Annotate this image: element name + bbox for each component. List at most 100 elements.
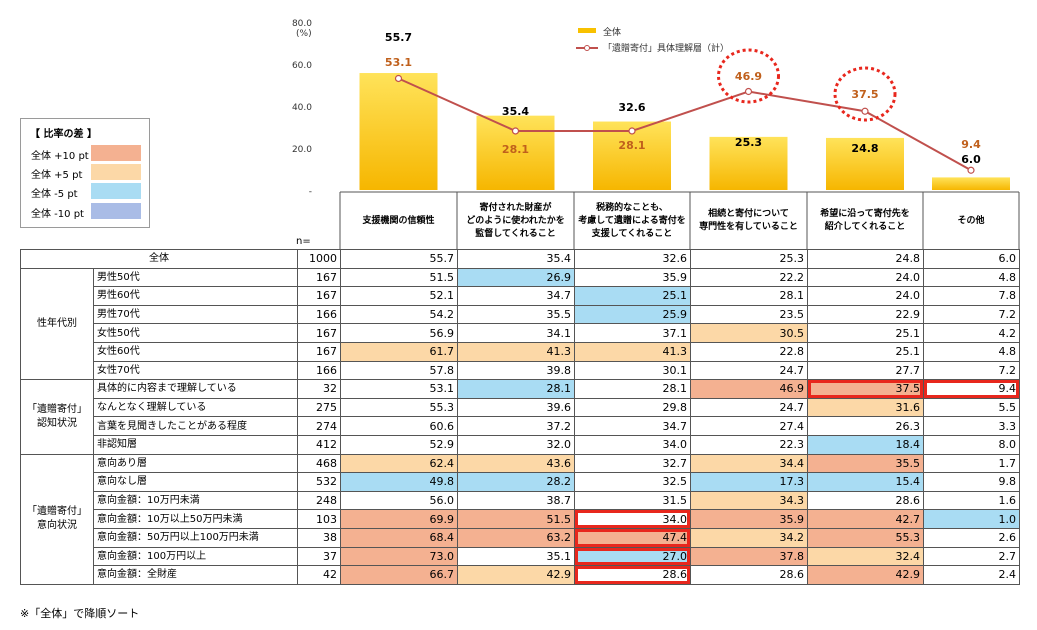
line-value-label: 9.4: [961, 138, 981, 151]
table-cell: 51.5: [340, 267, 458, 288]
table-cell: 30.5: [690, 323, 808, 343]
bar: [826, 137, 904, 190]
row-n: 167: [297, 341, 341, 362]
table-cell: 22.9: [807, 304, 924, 325]
table-cell: 35.9: [690, 509, 808, 529]
bar: [359, 73, 438, 190]
table-cell: 55.3: [340, 397, 458, 418]
table-cell: 7.2: [923, 304, 1020, 325]
row-n: 32: [297, 379, 341, 399]
table-cell: 35.1: [457, 546, 575, 567]
table-cell: 68.4: [340, 527, 458, 548]
row-n: 42: [297, 565, 341, 585]
table-cell: 28.1: [457, 379, 575, 399]
table-cell: 38.7: [457, 490, 575, 511]
row-n: 103: [297, 509, 341, 529]
table-cell: 32.6: [574, 249, 691, 269]
row-group-line: 意向状況: [37, 520, 77, 532]
bar-value-label: 35.4: [502, 105, 529, 118]
column-header-line: どのように使われたかを: [466, 215, 565, 226]
y-axis-label: (%): [296, 29, 312, 39]
table-cell: 53.1: [340, 379, 458, 399]
table-cell: 1.6: [923, 490, 1020, 511]
row-group-label: 性年代別: [20, 267, 94, 381]
y-tick-label: 60.0: [292, 61, 312, 71]
chart-area: 80.0 60.0 40.0 20.0 - (%) 55.7 35.4 32.6 25.3 24.8…: [292, 19, 1020, 250]
table-cell: 22.8: [690, 341, 808, 362]
row-group-line: 性年代別: [37, 317, 77, 329]
table-cell: 66.7: [340, 565, 458, 585]
table-row: 「遺贈寄付」 認知状況 具体的に内容まで理解している 32 53.1 28.1 28.1 46…: [20, 379, 1020, 455]
table-cell: 63.2: [457, 527, 575, 548]
table-cell: 4.8: [923, 341, 1020, 362]
table-cell: 7.8: [923, 286, 1020, 306]
row-label: 全体: [20, 249, 298, 269]
column-header-line: 監督してくれること: [475, 228, 556, 239]
table-cell: 47.4: [574, 527, 691, 548]
table-cell: 69.9: [340, 509, 458, 529]
row-group-line: 「遺贈寄付」: [27, 403, 87, 415]
bar: [709, 136, 788, 190]
line-point: [967, 166, 975, 174]
table-cell: 34.4: [690, 453, 808, 474]
column-header-line: 考慮して遺贈による寄付を: [578, 215, 686, 226]
row-label: 意向金額：50万円以上100万円未満: [93, 527, 298, 548]
table-cell: 27.0: [574, 546, 691, 567]
table-cell: 41.3: [574, 341, 691, 362]
series-line: [398, 77, 972, 172]
row-label: 意向あり層: [93, 453, 298, 474]
table-cell: 32.5: [574, 472, 691, 492]
table-cell: 3.3: [923, 416, 1020, 436]
row-group-label: 「遺贈寄付」 意向状況: [20, 453, 94, 585]
row-n: 167: [297, 286, 341, 306]
legend-item-label: 全体 -10 pt: [31, 209, 84, 220]
table-cell: 56.9: [340, 323, 458, 343]
column-header-line: 紹介してくれること: [824, 222, 906, 232]
row-label: 女性50代: [93, 323, 298, 343]
table-cell: 28.1: [574, 379, 691, 399]
table-cell: 7.2: [923, 360, 1020, 381]
table-cell: 32.7: [574, 453, 691, 474]
table-cell: 1.0: [923, 509, 1020, 529]
table-cell: 26.3: [807, 416, 924, 436]
y-tick-label: 80.0: [292, 19, 312, 29]
line-point: [394, 74, 403, 83]
row-label: 意向金額：10万円未満: [93, 490, 298, 511]
table-cell: 42.9: [457, 565, 575, 585]
table-cell: 2.6: [923, 527, 1020, 548]
bar-value-label: 32.6: [618, 101, 645, 114]
bar-value-label: 25.3: [735, 136, 762, 149]
legend-swatch: [91, 145, 141, 161]
column-header: 相続と寄付について 専門性を有していること: [690, 197, 807, 245]
table-row: 性年代別 男性50代 167 51.5 26.9 35.9 22.2 24.0 4.8: [20, 267, 1020, 381]
table-cell: 27.4: [690, 416, 808, 436]
table-cell: 37.5: [807, 379, 924, 399]
table-cell: 37.2: [457, 416, 575, 436]
table-cell: 5.5: [923, 397, 1020, 418]
row-label: 言葉を見聞きしたことがある程度: [93, 416, 298, 436]
legend-line-marker: [584, 45, 590, 51]
table-cell: 55.3: [807, 527, 924, 548]
table-cell: 23.5: [690, 304, 808, 325]
legend-item-minus10: 全体 -10 pt: [31, 203, 141, 220]
table-row: 女性70代 166 57.8 39.8 30.1 24.7 27.7 7.2: [21, 360, 1020, 381]
table-cell: 55.7: [340, 249, 458, 269]
table-row: 意向金額：50万円以上100万円未満 38 68.4 63.2 47.4 34.2 55.3…: [21, 527, 1020, 548]
row-label: 意向金額：10万以上50万円未満: [93, 509, 298, 529]
column-header-line: 支援機関の信頼性: [362, 215, 435, 226]
table-cell: 25.1: [807, 341, 924, 362]
table-cell: 34.1: [457, 323, 575, 343]
y-tick-label: 20.0: [292, 145, 312, 155]
row-n: 166: [297, 360, 341, 381]
line-value-label: 53.1: [385, 56, 412, 69]
table-cell: 25.3: [690, 249, 808, 269]
table-cell: 35.5: [457, 304, 575, 325]
table-row: 「遺贈寄付」 意向状況 意向あり層 468 62.4 43.6 32.7 34.4 35.5 1.…: [20, 453, 1020, 585]
table-cell: 42.7: [807, 509, 924, 529]
column-header-line: 希望に沿って寄付先を: [820, 209, 910, 219]
table-cell: 26.9: [457, 267, 575, 288]
table-cell: 2.4: [923, 565, 1020, 585]
highlight-circle: [717, 48, 780, 104]
row-n: 167: [297, 267, 341, 288]
line-value-label: 46.9: [735, 70, 762, 83]
